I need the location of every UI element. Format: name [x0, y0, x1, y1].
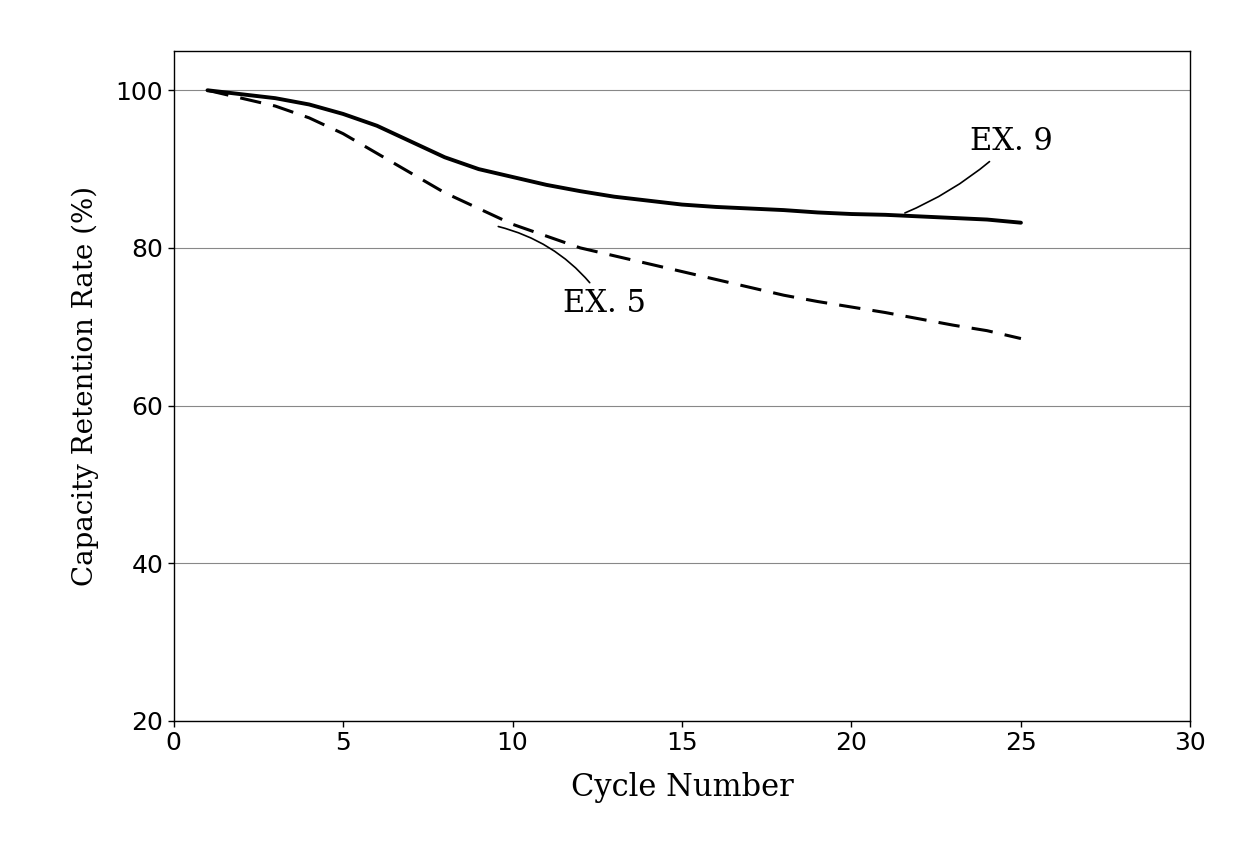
X-axis label: Cycle Number: Cycle Number [570, 772, 794, 803]
Text: EX. 5: EX. 5 [498, 226, 646, 319]
Text: EX. 9: EX. 9 [905, 126, 1053, 213]
Y-axis label: Capacity Retention Rate (%): Capacity Retention Rate (%) [72, 186, 99, 586]
